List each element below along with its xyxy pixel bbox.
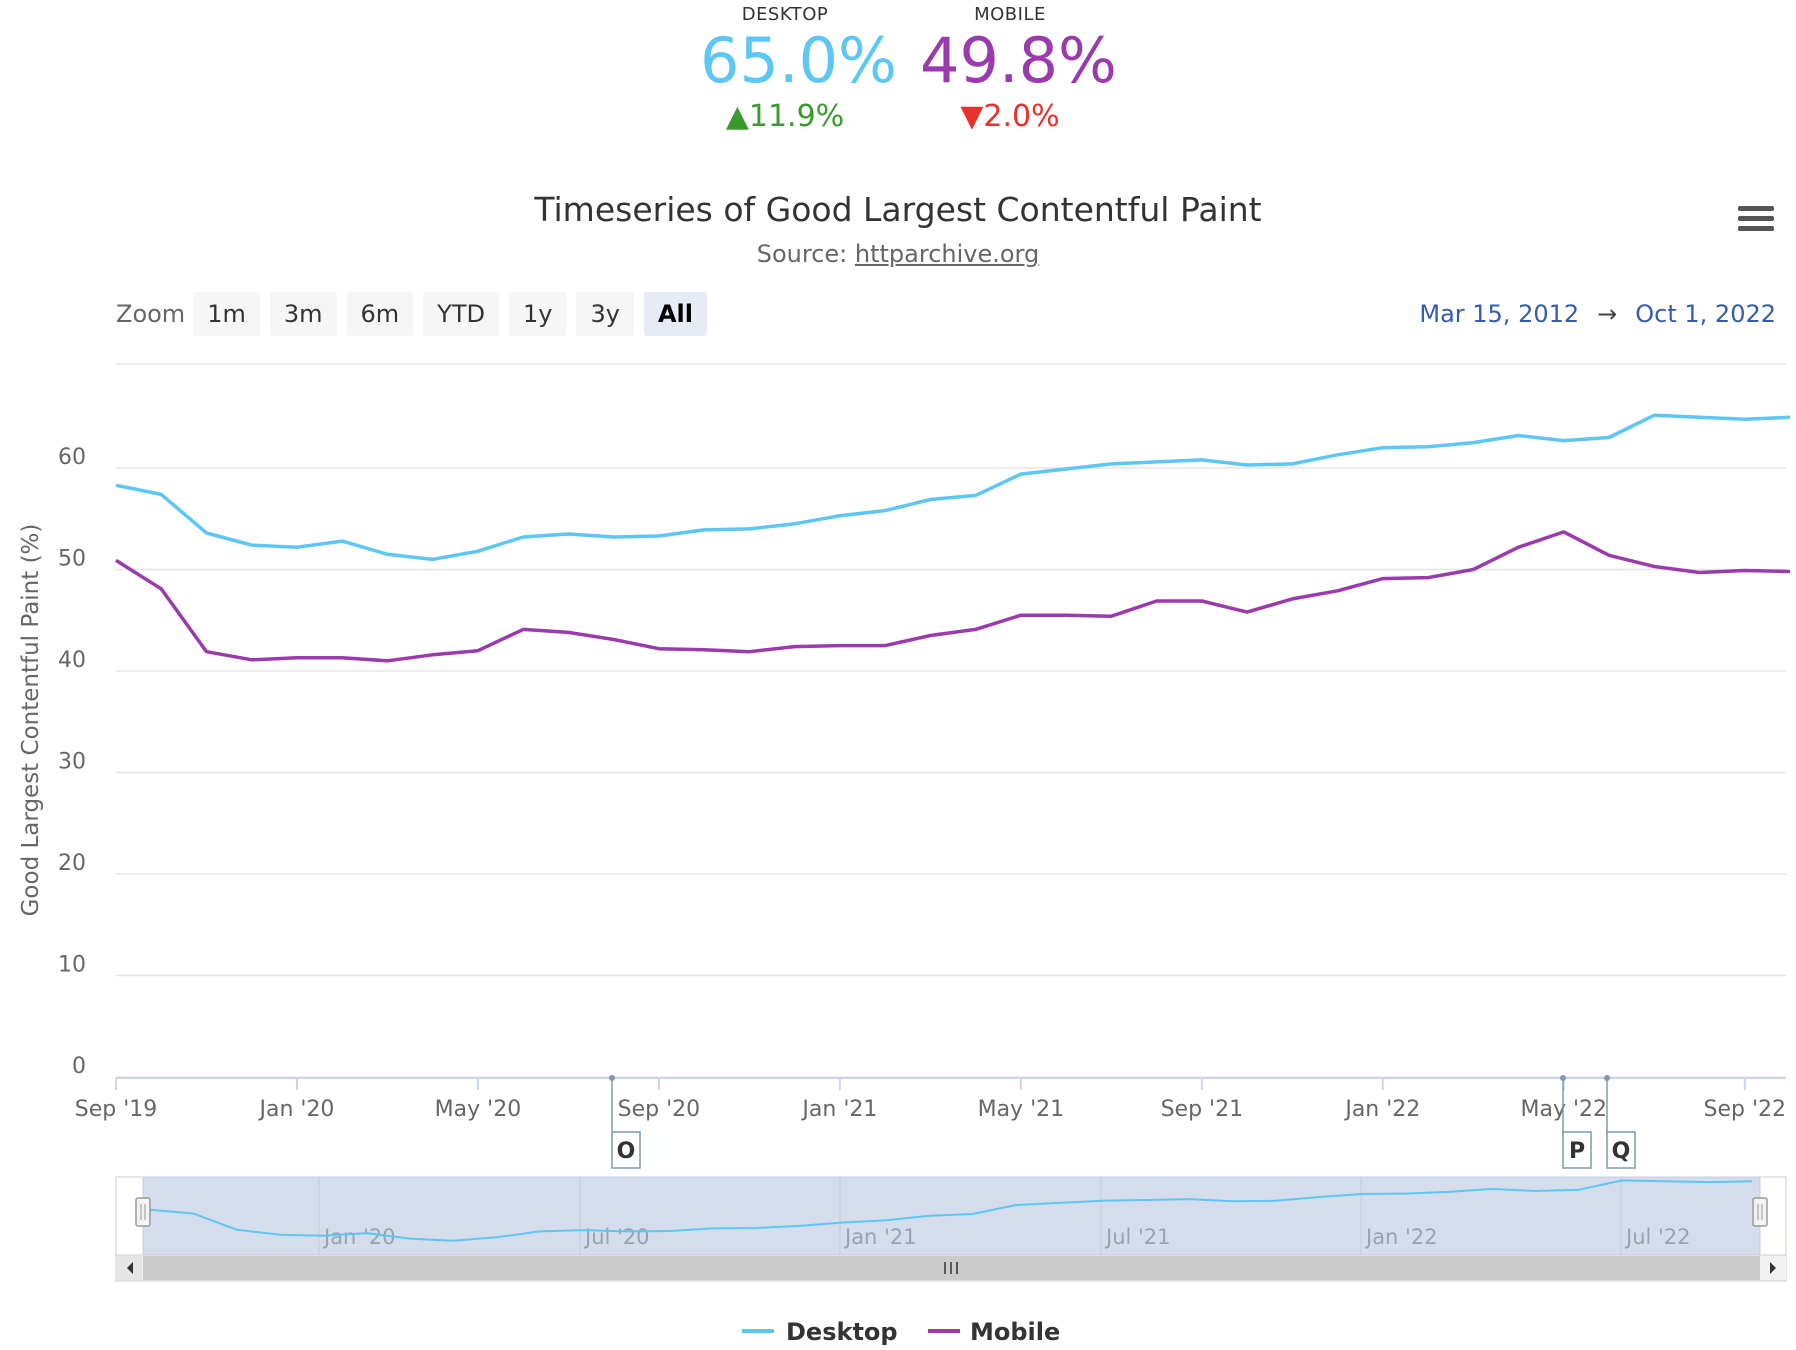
- navigator-label: Jul '22: [1624, 1225, 1691, 1249]
- x-tick-label: May '21: [978, 1097, 1065, 1122]
- flag-box[interactable]: [1606, 1131, 1636, 1169]
- y-tick-label: 10: [58, 953, 86, 978]
- y-tick-label: 20: [58, 851, 86, 876]
- x-tick-label: Jan '21: [800, 1097, 877, 1122]
- grid-lines: [116, 363, 1786, 1078]
- y-tick-label: 0: [72, 1054, 86, 1079]
- kpi-mobile-delta: ▼2.0%: [960, 99, 1060, 134]
- range-from-input[interactable]: Mar 15, 2012: [1419, 300, 1580, 328]
- x-tick-label: Sep '21: [1161, 1097, 1244, 1122]
- date-range: Mar 15, 2012 → Oct 1, 2022: [1419, 300, 1776, 328]
- kpi-desktop-value: 65.0%: [700, 24, 897, 97]
- x-tick-label: Jan '20: [257, 1097, 334, 1122]
- zoom-6m-button[interactable]: 6m: [346, 292, 414, 336]
- zoom-label: Zoom: [116, 300, 186, 328]
- kpi-mobile-value: 49.8%: [920, 24, 1117, 97]
- flags: O P Q: [609, 1075, 1636, 1169]
- kpi-mobile-label: MOBILE: [974, 4, 1046, 25]
- x-tick-label: Sep '20: [618, 1097, 701, 1122]
- navigator-series-line: [149, 1179, 1753, 1242]
- zoom-ytd-button[interactable]: YTD: [423, 292, 499, 336]
- range-arrow: →: [1597, 300, 1618, 328]
- y-axis-label: Good Largest Contentful Paint (%): [18, 524, 44, 917]
- series-lines: [115, 413, 1791, 663]
- y-axis-ticks: 0 10 20 30 40 50 60: [58, 445, 86, 1079]
- hamburger-menu-icon[interactable]: [1738, 206, 1774, 234]
- kpi-desktop-delta: ▲11.9%: [725, 99, 845, 134]
- navigator-label: Jan '21: [843, 1225, 917, 1249]
- y-tick-label: 60: [58, 445, 86, 470]
- zoom-1m-button[interactable]: 1m: [193, 292, 260, 336]
- chevron-right-icon[interactable]: [1770, 1262, 1776, 1274]
- legend-item-desktop[interactable]: Desktop: [786, 1318, 898, 1346]
- y-tick-label: 30: [58, 750, 86, 775]
- zoom-all-button[interactable]: All: [643, 292, 707, 336]
- flag-box[interactable]: [611, 1131, 641, 1169]
- kpi-desktop: DESKTOP 65.0% ▲11.9%: [700, 0, 897, 134]
- navigator: Jan '20 Jul '20 Jan '21 Jul '21 Jan '22 Jul '…: [115, 1176, 1787, 1282]
- navigator-label: Jan '22: [1364, 1225, 1438, 1249]
- legend-item-mobile[interactable]: Mobile: [970, 1318, 1060, 1346]
- x-tick-label: Sep '19: [75, 1097, 158, 1122]
- zoom-controls: Zoom 1m 3m 6m YTD 1y 3y All: [116, 292, 717, 336]
- chart-subtitle: Source: httparchive.org: [0, 240, 1796, 268]
- y-tick-label: 50: [58, 547, 86, 572]
- navigator-label: Jan '20: [322, 1225, 396, 1249]
- source-link[interactable]: httparchive.org: [854, 240, 1040, 268]
- series-line-desktop: [115, 413, 1791, 562]
- x-tick-label: Jan '22: [1343, 1097, 1420, 1122]
- flag-label-p[interactable]: P: [1569, 1139, 1585, 1164]
- subtitle-prefix: Source:: [756, 240, 855, 268]
- zoom-3y-button[interactable]: 3y: [576, 292, 634, 336]
- navigator-left-handle[interactable]: [135, 1197, 151, 1227]
- kpi-mobile: MOBILE 49.8% ▼2.0%: [920, 0, 1117, 134]
- series-line-mobile: [115, 530, 1791, 663]
- x-axis: Sep '19 Jan '20 May '20 Sep '20 Jan '21 May '…: [75, 1077, 1787, 1122]
- range-to-input[interactable]: Oct 1, 2022: [1635, 300, 1776, 328]
- navigator-right-handle[interactable]: [1752, 1197, 1768, 1227]
- x-tick-label: May '22: [1521, 1097, 1608, 1122]
- y-tick-label: 40: [58, 648, 86, 673]
- x-tick-label: May '20: [435, 1097, 522, 1122]
- navigator-label: Jul '20: [583, 1225, 650, 1249]
- x-tick-label: Sep '22: [1704, 1097, 1787, 1122]
- flag-label-o[interactable]: O: [617, 1139, 636, 1164]
- chart-title: Timeseries of Good Largest Contentful Pa…: [534, 190, 1262, 229]
- navigator-label: Jul '21: [1104, 1225, 1171, 1249]
- flag-box[interactable]: [1562, 1131, 1592, 1169]
- legend: Desktop Mobile: [742, 1318, 1060, 1346]
- zoom-1y-button[interactable]: 1y: [508, 292, 567, 336]
- flag-label-q[interactable]: Q: [1612, 1139, 1631, 1164]
- kpi-desktop-label: DESKTOP: [741, 4, 829, 25]
- chevron-left-icon[interactable]: [127, 1262, 133, 1274]
- zoom-3m-button[interactable]: 3m: [269, 292, 337, 336]
